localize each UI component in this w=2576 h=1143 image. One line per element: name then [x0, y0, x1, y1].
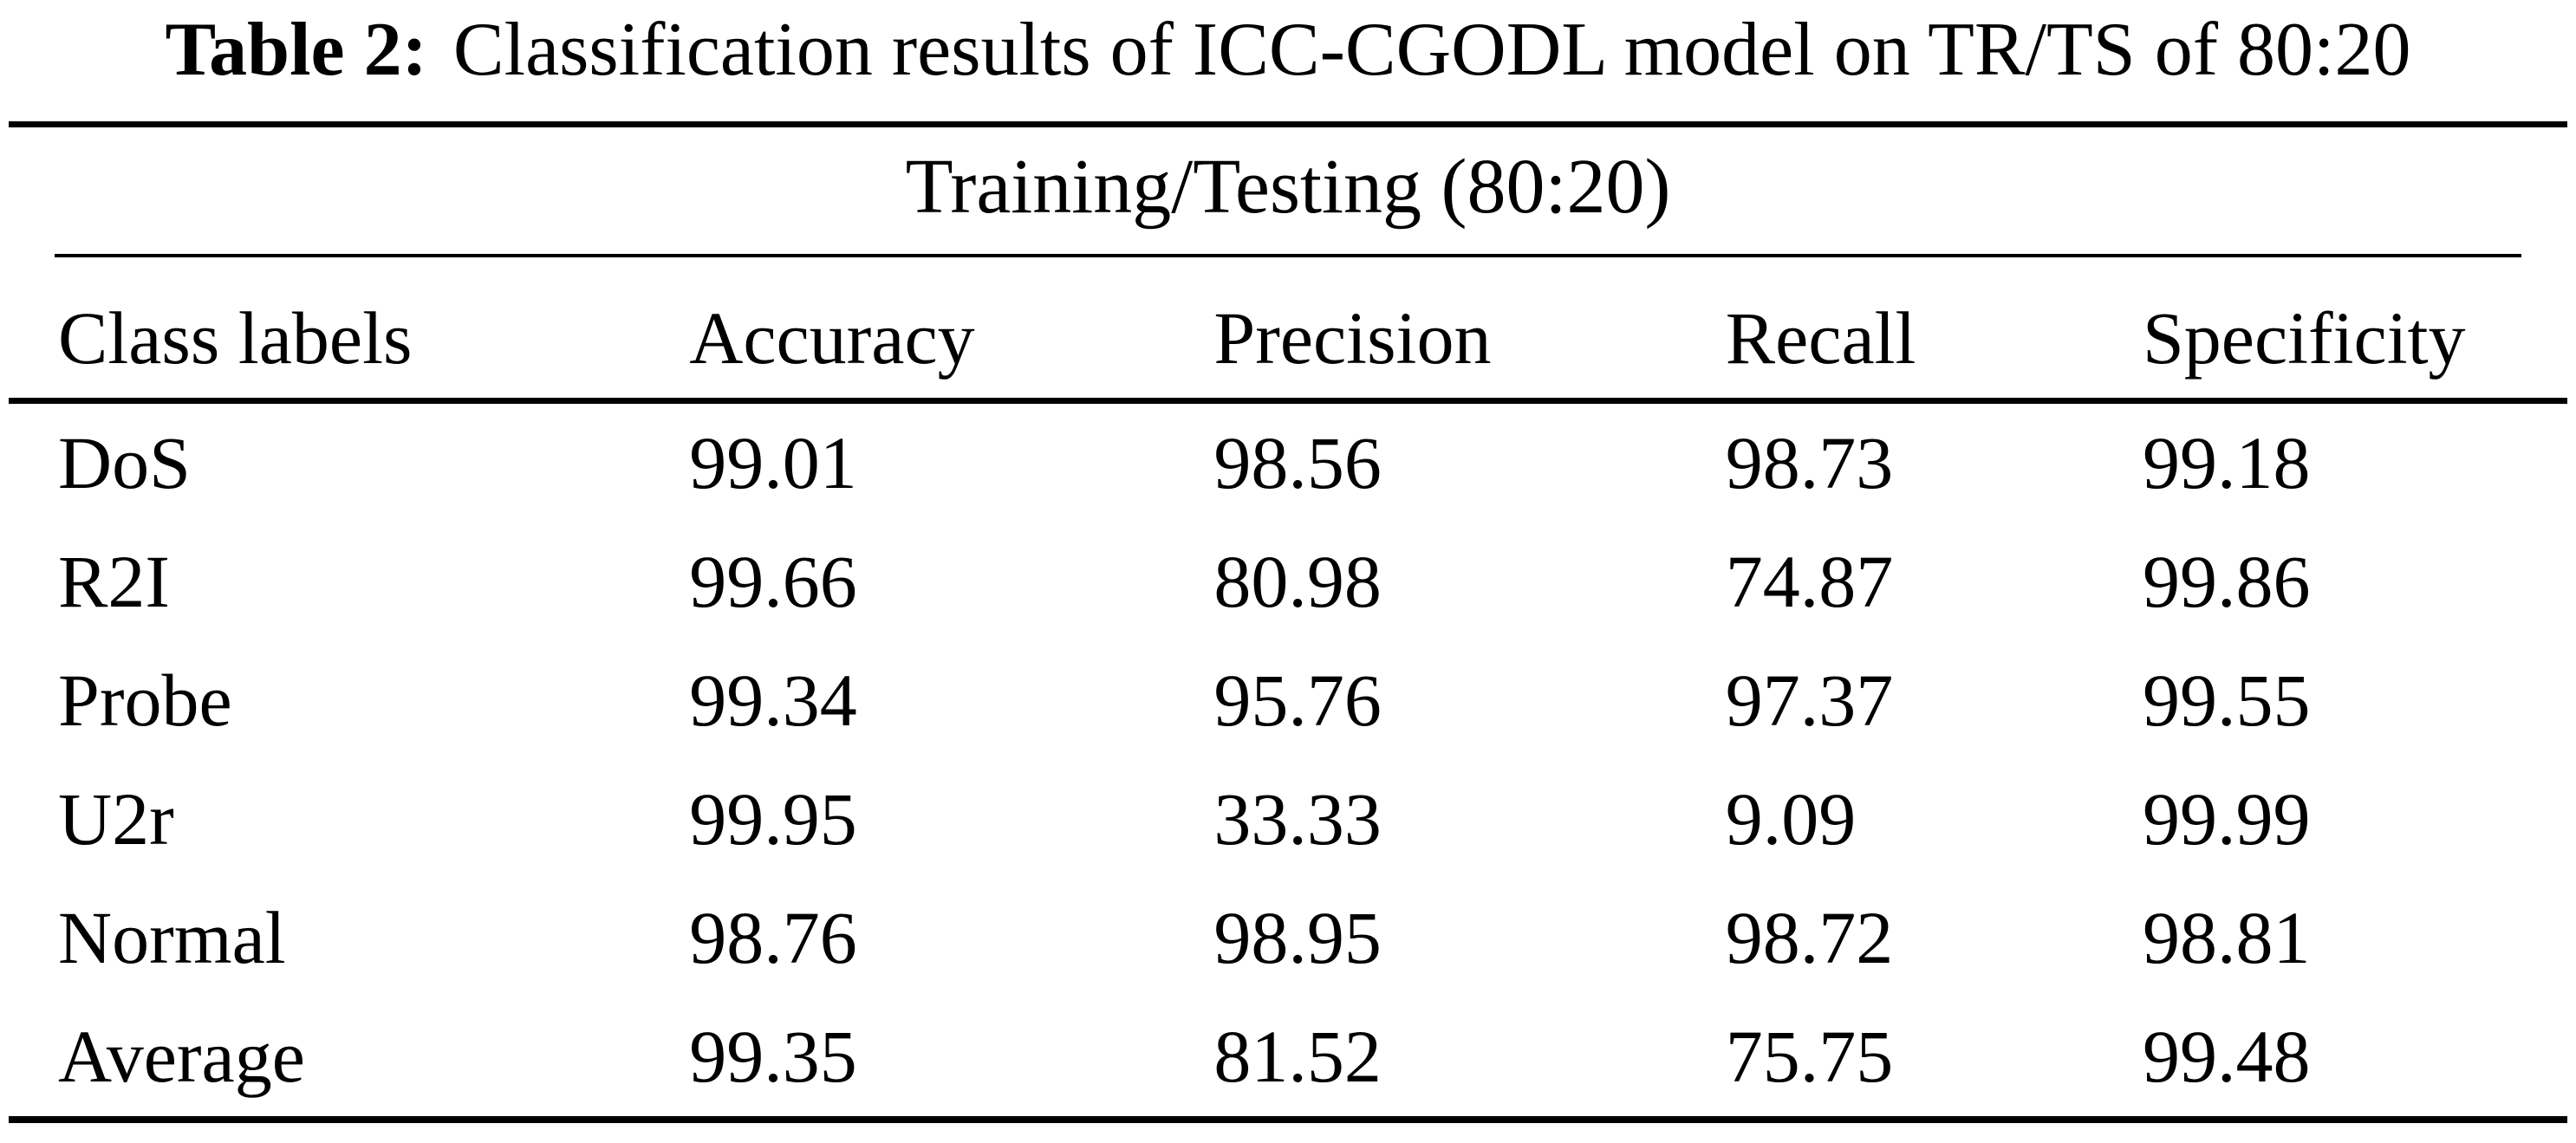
table-cell-accuracy: 99.01	[689, 421, 857, 505]
table-cell-recall: 9.09	[1725, 777, 1857, 861]
table-cell-specificity: 99.18	[2142, 421, 2311, 505]
table-row: Average 99.35 81.52 75.75 99.48	[9, 997, 2567, 1116]
column-header-recall: Recall	[1725, 295, 1916, 380]
table-cell-class-label: Probe	[58, 659, 232, 743]
table-row: R2I 99.66 80.98 74.87 99.86	[9, 523, 2567, 641]
table-cell-specificity: 99.86	[2142, 540, 2311, 624]
table-caption-label: Table 2:	[165, 8, 427, 92]
table-cell-specificity: 98.81	[2142, 896, 2311, 980]
table-cell-precision: 33.33	[1213, 777, 1382, 861]
table-cell-accuracy: 99.35	[689, 1015, 857, 1099]
table-rule-top	[9, 120, 2567, 127]
table-cell-recall: 74.87	[1725, 540, 1894, 624]
table-cell-recall: 97.37	[1725, 659, 1894, 743]
table-row: U2r 99.95 33.33 9.09 99.99	[9, 760, 2567, 879]
table-cell-specificity: 99.55	[2142, 659, 2311, 743]
column-header-specificity: Specificity	[2142, 295, 2466, 380]
table-rule-bottom	[9, 1115, 2567, 1123]
column-header-accuracy: Accuracy	[689, 295, 975, 380]
table-rule-group-header	[55, 253, 2521, 257]
body-table: DoS 99.01 98.56 98.73 99.18 R2I 99.66 80…	[9, 404, 2567, 1116]
table-header-row: Class labels Accuracy Precision Recall S…	[9, 257, 2567, 398]
table-cell-precision: 98.56	[1213, 421, 1382, 505]
table-cell-precision: 95.76	[1213, 659, 1382, 743]
table-cell-class-label: DoS	[58, 421, 191, 505]
table-cell-precision: 81.52	[1213, 1015, 1382, 1099]
table-cell-recall: 98.73	[1725, 421, 1894, 505]
table-cell-class-label: R2I	[58, 540, 170, 624]
table-row: DoS 99.01 98.56 98.73 99.18	[9, 404, 2567, 523]
table-cell-accuracy: 99.34	[689, 659, 857, 743]
table-cell-specificity: 99.48	[2142, 1015, 2311, 1099]
table-group-header: Training/Testing (80:20)	[905, 143, 1671, 230]
table-cell-class-label: U2r	[58, 777, 174, 861]
table-cell-class-label: Average	[58, 1015, 305, 1099]
table-caption: Table 2: Classification results of ICC-CG…	[0, 0, 2576, 95]
table-cell-accuracy: 99.66	[689, 540, 857, 624]
table-cell-recall: 75.75	[1725, 1015, 1894, 1099]
table-cell-accuracy: 98.76	[689, 896, 857, 980]
table-caption-text: Classification results of ICC-CGODL mode…	[452, 8, 2411, 92]
header-table: Class labels Accuracy Precision Recall S…	[9, 257, 2567, 398]
table-row: Probe 99.34 95.76 97.37 99.55	[9, 641, 2567, 760]
column-header-precision: Precision	[1213, 295, 1492, 380]
table-cell-precision: 98.95	[1213, 896, 1382, 980]
table-cell-class-label: Normal	[58, 896, 286, 980]
column-header-class-labels: Class labels	[58, 295, 413, 380]
table-rule-header	[9, 397, 2567, 404]
table-cell-specificity: 99.99	[2142, 777, 2311, 861]
table-cell-precision: 80.98	[1213, 540, 1382, 624]
table-cell-recall: 98.72	[1725, 896, 1894, 980]
table-cell-accuracy: 99.95	[689, 777, 857, 861]
table-row: Normal 98.76 98.95 98.72 98.81	[9, 879, 2567, 997]
